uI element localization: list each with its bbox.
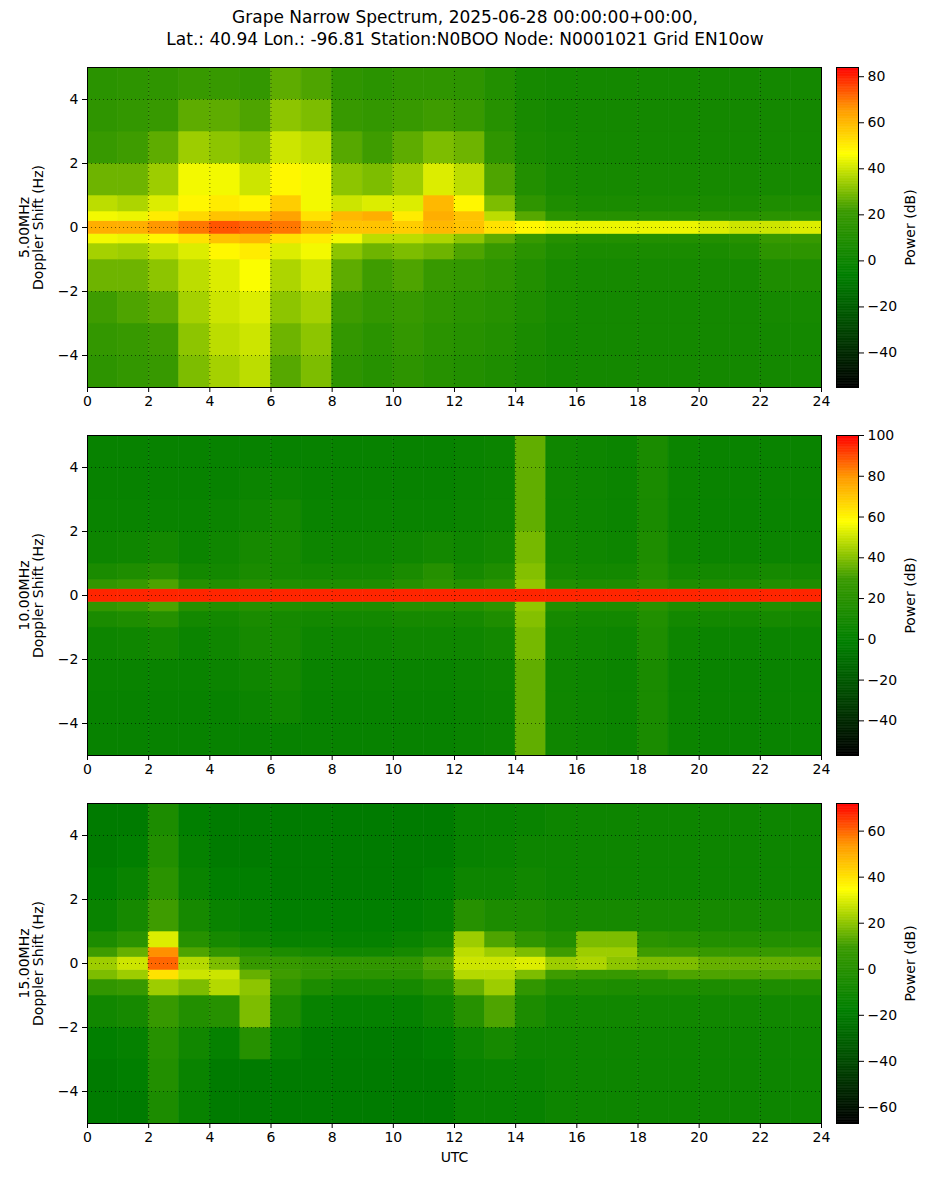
svg-text:0: 0	[70, 587, 79, 603]
svg-text:−4: −4	[58, 715, 79, 731]
svg-text:20: 20	[690, 761, 708, 777]
svg-text:60: 60	[868, 823, 886, 839]
svg-text:0: 0	[868, 631, 877, 647]
svg-text:−4: −4	[58, 347, 79, 363]
svg-text:40: 40	[868, 549, 886, 565]
svg-text:8: 8	[328, 393, 337, 409]
svg-text:−20: −20	[868, 672, 898, 688]
svg-text:60: 60	[868, 509, 886, 525]
svg-text:24: 24	[813, 1129, 831, 1145]
svg-text:10: 10	[384, 393, 402, 409]
svg-text:22: 22	[751, 393, 769, 409]
svg-text:2: 2	[70, 523, 79, 539]
svg-text:2: 2	[144, 1129, 153, 1145]
svg-text:0: 0	[868, 252, 877, 268]
svg-text:−2: −2	[58, 283, 79, 299]
svg-text:10: 10	[384, 761, 402, 777]
svg-text:UTC: UTC	[441, 1149, 469, 1165]
svg-text:0: 0	[83, 1129, 92, 1145]
svg-text:−40: −40	[868, 1053, 898, 1069]
svg-text:20: 20	[868, 915, 886, 931]
svg-text:Power (dB): Power (dB)	[902, 189, 918, 265]
svg-text:20: 20	[690, 1129, 708, 1145]
svg-text:12: 12	[446, 1129, 464, 1145]
svg-text:40: 40	[868, 869, 886, 885]
svg-text:20: 20	[690, 393, 708, 409]
svg-text:Power (dB): Power (dB)	[902, 925, 918, 1001]
svg-text:2: 2	[144, 393, 153, 409]
svg-text:5.00MHzDoppler Shift (Hz): 5.00MHzDoppler Shift (Hz)	[16, 165, 46, 290]
svg-text:−20: −20	[868, 1007, 898, 1023]
svg-text:40: 40	[868, 160, 886, 176]
svg-text:Power (dB): Power (dB)	[902, 557, 918, 633]
svg-text:18: 18	[629, 393, 647, 409]
svg-text:18: 18	[629, 1129, 647, 1145]
svg-text:6: 6	[267, 393, 276, 409]
html-text:Lat.: 40.94 Lon.: -96.81 Stati: Lat.: 40.94 Lon.: -96.81 Station:N0BOO N…	[166, 29, 764, 49]
svg-text:10.00MHzDoppler Shift (Hz): 10.00MHzDoppler Shift (Hz)	[16, 533, 46, 658]
svg-text:14: 14	[507, 761, 525, 777]
svg-text:16: 16	[568, 393, 586, 409]
svg-text:22: 22	[751, 761, 769, 777]
svg-text:15.00MHzDoppler Shift (Hz): 15.00MHzDoppler Shift (Hz)	[16, 901, 46, 1026]
svg-text:2: 2	[70, 891, 79, 907]
svg-text:−20: −20	[868, 298, 898, 314]
svg-text:−4: −4	[58, 1083, 79, 1099]
svg-text:4: 4	[205, 761, 214, 777]
svg-text:22: 22	[751, 1129, 769, 1145]
svg-text:6: 6	[267, 761, 276, 777]
svg-text:60: 60	[868, 114, 886, 130]
svg-text:0: 0	[70, 219, 79, 235]
svg-text:20: 20	[868, 206, 886, 222]
svg-text:0: 0	[868, 961, 877, 977]
svg-text:−60: −60	[868, 1099, 898, 1115]
svg-text:18: 18	[629, 761, 647, 777]
svg-text:100: 100	[868, 427, 895, 443]
svg-text:6: 6	[267, 1129, 276, 1145]
svg-text:10: 10	[384, 1129, 402, 1145]
svg-text:0: 0	[83, 761, 92, 777]
svg-text:4: 4	[205, 1129, 214, 1145]
svg-text:80: 80	[868, 68, 886, 84]
svg-text:20: 20	[868, 590, 886, 606]
svg-text:8: 8	[328, 761, 337, 777]
svg-text:−40: −40	[868, 344, 898, 360]
svg-text:12: 12	[446, 761, 464, 777]
svg-text:0: 0	[70, 955, 79, 971]
svg-text:14: 14	[507, 393, 525, 409]
svg-text:2: 2	[70, 155, 79, 171]
svg-text:8: 8	[328, 1129, 337, 1145]
svg-text:2: 2	[144, 761, 153, 777]
svg-text:−40: −40	[868, 712, 898, 728]
svg-text:16: 16	[568, 761, 586, 777]
svg-text:0: 0	[83, 393, 92, 409]
svg-text:80: 80	[868, 468, 886, 484]
svg-text:14: 14	[507, 1129, 525, 1145]
svg-text:4: 4	[70, 827, 79, 843]
html-text:Grape Narrow Spectrum, 2025-06: Grape Narrow Spectrum, 2025-06-28 00:00:…	[232, 7, 698, 27]
svg-text:−2: −2	[58, 1019, 79, 1035]
svg-text:12: 12	[446, 393, 464, 409]
svg-text:24: 24	[813, 761, 831, 777]
svg-text:4: 4	[70, 91, 79, 107]
svg-text:4: 4	[205, 393, 214, 409]
svg-text:4: 4	[70, 459, 79, 475]
svg-text:−2: −2	[58, 651, 79, 667]
svg-text:16: 16	[568, 1129, 586, 1145]
svg-text:24: 24	[813, 393, 831, 409]
